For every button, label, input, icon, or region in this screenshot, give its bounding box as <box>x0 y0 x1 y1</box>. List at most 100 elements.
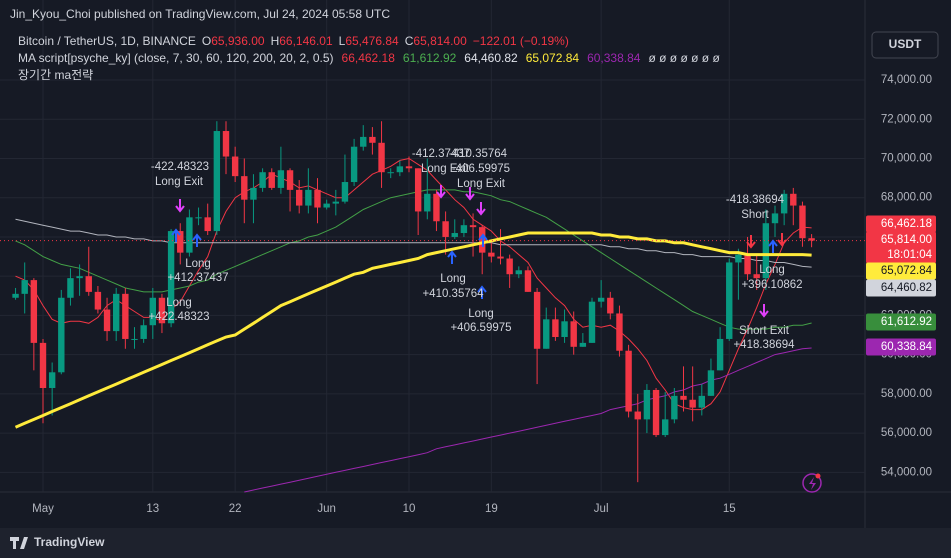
grid <box>0 0 865 492</box>
signal-label: -422.48323 <box>151 161 209 173</box>
price-badge <box>866 231 936 264</box>
candle-body <box>488 252 495 257</box>
candle-body <box>424 193 431 212</box>
h-label: H <box>271 34 280 48</box>
price-badge-label: 65,072.84 <box>881 265 933 277</box>
price-badge-label: 60,338.84 <box>881 341 933 353</box>
signal-label: -418.38694 <box>726 194 785 206</box>
candle-body <box>186 217 193 253</box>
x-tick-label: May <box>32 503 54 515</box>
indicator-name: MA script[psyche_ky] (close, 7, 30, 60, … <box>18 51 334 65</box>
candle-body <box>131 338 138 340</box>
x-tick-label: Jul <box>594 503 609 515</box>
signal-arrow <box>759 304 769 318</box>
candle-body <box>113 293 120 332</box>
candle-body <box>460 225 468 234</box>
signal-arrow <box>436 185 446 199</box>
candle-body <box>268 172 275 188</box>
y-tick-label: 72,000.00 <box>881 113 932 125</box>
l-value: 65,476.84 <box>345 34 399 48</box>
x-tick-label: 15 <box>723 503 736 515</box>
candle-body <box>579 342 587 347</box>
ma-line <box>244 347 812 493</box>
candle-body <box>39 342 47 388</box>
ma-line <box>15 189 812 330</box>
candle-body <box>58 297 65 373</box>
candle-body <box>414 168 422 212</box>
candle-body <box>762 223 770 279</box>
candle-body <box>716 338 724 371</box>
candle-body <box>808 238 815 241</box>
candle-body <box>369 136 376 143</box>
candle-body <box>607 297 614 314</box>
ma-line <box>15 157 812 411</box>
candle-body <box>48 372 56 388</box>
candle-body <box>378 142 385 173</box>
brand[interactable]: TradingView <box>34 535 105 549</box>
price-badge-label: 64,460.82 <box>881 282 932 294</box>
price-badge-label: 66,462.18 <box>881 218 932 230</box>
candle-body <box>625 350 632 412</box>
footer-bar <box>0 528 951 558</box>
candle-body <box>286 170 294 190</box>
signal-label: +412.37437 <box>167 272 228 284</box>
candle-body <box>277 170 285 188</box>
indicator-legend: MA script[psyche_ky] (close, 7, 30, 60, … <box>18 51 720 65</box>
signal-label: Short Exit <box>739 325 790 337</box>
candle-body <box>85 276 92 292</box>
candle-body <box>158 297 166 324</box>
y-tick-label: 68,000.00 <box>881 192 932 204</box>
candle-body <box>149 297 156 326</box>
candle-body <box>533 291 541 349</box>
candle-body <box>735 254 742 263</box>
candle-body <box>341 182 349 202</box>
ma-line <box>14 231 812 429</box>
candle-body <box>506 258 513 275</box>
signal-label: Long Exit <box>457 178 506 190</box>
price-badge <box>866 262 936 280</box>
signal-arrow <box>777 233 787 247</box>
signal-label: Long <box>440 273 466 285</box>
candle-body <box>771 213 779 224</box>
candle-body <box>497 256 504 259</box>
x-tick-label: 10 <box>403 503 416 515</box>
candle-body <box>296 189 303 206</box>
candle-body <box>360 136 367 147</box>
candle-body <box>552 319 559 337</box>
currency[interactable]: USDT <box>889 37 922 51</box>
signal-label: Long <box>759 264 785 276</box>
signal-label: Long Exit <box>155 176 204 188</box>
signal-arrow <box>171 228 181 242</box>
ma-line <box>15 218 812 268</box>
signal-label: Long <box>185 258 211 270</box>
candle-body <box>451 233 458 237</box>
candle-body <box>561 321 568 337</box>
strategy-name: 장기간 ma전략 <box>18 68 93 82</box>
y-tick-label: 56,000.00 <box>881 427 932 439</box>
price-badge <box>866 313 936 331</box>
currency-button[interactable] <box>871 31 939 59</box>
brand-logo[interactable] <box>10 537 28 549</box>
ind-value: 64,460.82 <box>464 51 518 65</box>
candle-body <box>726 262 733 339</box>
ind-empty: ø ø ø ø ø ø ø <box>648 51 720 65</box>
candle-body <box>543 319 550 349</box>
ind-value: 66,462.18 <box>342 51 396 65</box>
c-value: 65,814.00 <box>413 34 467 48</box>
candle-body <box>314 189 321 208</box>
alert-icon[interactable] <box>802 473 822 493</box>
candle-body <box>780 193 788 214</box>
signal-label: +406.59975 <box>450 322 511 334</box>
signal-arrow <box>175 199 185 213</box>
candle-body <box>744 254 751 275</box>
signal-label: +422.48323 <box>148 311 209 323</box>
signal-label: Short <box>741 209 769 221</box>
signal-arrow <box>746 235 756 249</box>
y-tick-label: 58,000.00 <box>881 388 932 400</box>
o-value: 65,936.00 <box>211 34 265 48</box>
signal-label: +418.38694 <box>733 339 795 351</box>
candle-body <box>259 172 266 188</box>
signal-label: -406.59975 <box>452 163 510 175</box>
signal-arrow <box>477 285 487 299</box>
